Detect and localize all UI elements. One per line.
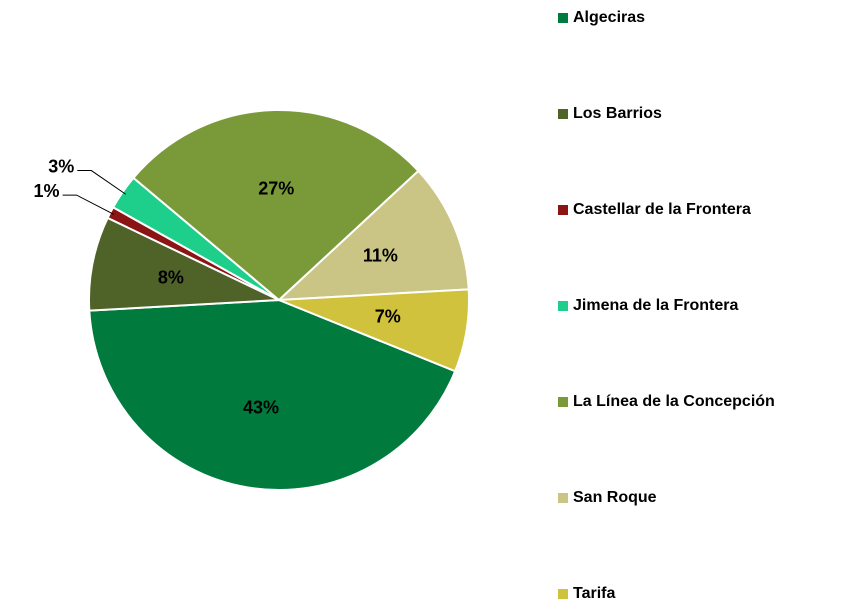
data-label: 43% (243, 397, 279, 417)
legend-label: Los Barrios (573, 105, 662, 122)
data-label: 27% (258, 179, 294, 199)
data-label: 8% (158, 267, 184, 287)
legend-label: Castellar de la Frontera (573, 201, 751, 218)
data-label: 11% (363, 246, 398, 266)
legend-label: Jimena de la Frontera (573, 297, 738, 314)
data-label: 1% (34, 181, 60, 201)
legend-label: Tarifa (573, 585, 615, 602)
legend-swatch (558, 13, 568, 23)
leader-line (77, 170, 127, 195)
legend-swatch (558, 589, 568, 599)
legend-swatch (558, 301, 568, 311)
pie-slice (132, 109, 420, 302)
legend-label: San Roque (573, 489, 657, 506)
legend-label: La Línea de la Concepción (573, 393, 775, 410)
legend-swatch (558, 493, 568, 503)
pie-slice (276, 169, 470, 302)
data-label: 3% (48, 156, 74, 176)
legend-swatch (558, 109, 568, 119)
pie-slice (278, 288, 470, 373)
pie-slice (88, 216, 280, 312)
pie-slice (88, 298, 457, 491)
legend-label: Algeciras (573, 9, 645, 26)
legend-swatch (558, 205, 568, 215)
legend-swatch (558, 397, 568, 407)
leader-line (62, 194, 114, 215)
data-label: 7% (375, 307, 401, 327)
